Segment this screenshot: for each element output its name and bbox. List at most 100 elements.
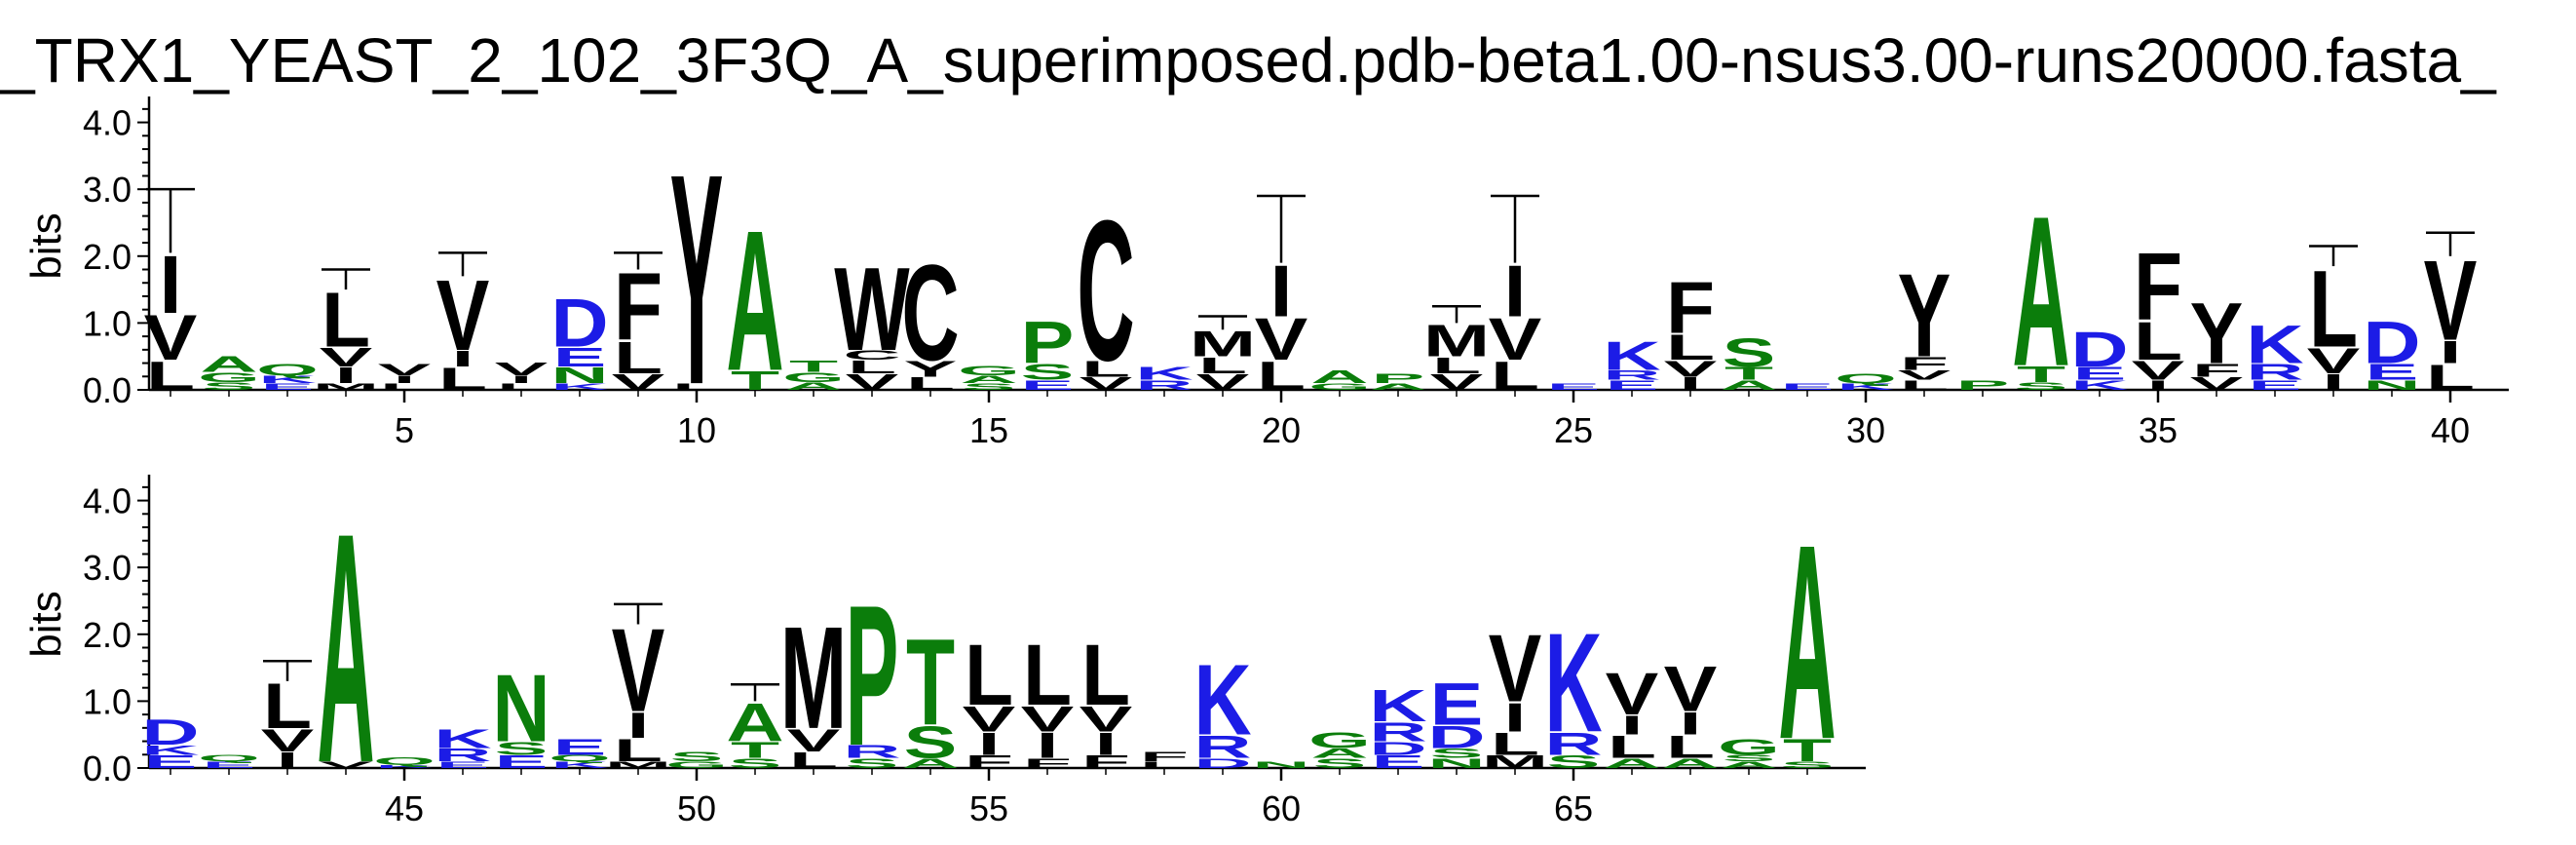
residue-V-letter: V [1080, 698, 1133, 739]
y-tick-label: 2.0 [83, 615, 132, 655]
residue-I-letter: I [277, 748, 299, 773]
residue-L-letter: L [1023, 628, 1072, 724]
residue-F-letter: F [2192, 360, 2241, 380]
residue-Y-letter: Y [1898, 250, 1951, 382]
letter-stack-22: AP [1369, 371, 1426, 392]
y-tick-label: 0.0 [83, 749, 132, 788]
residue-K-letter: K [550, 760, 608, 770]
letter-stack-42: EQ [198, 753, 260, 770]
residue-L-letter: L [1900, 378, 1949, 393]
residue-K-letter: K [1544, 603, 1602, 761]
letter-stack-58: LF [1140, 749, 1189, 770]
residue-L-letter: L [1081, 628, 1130, 724]
error-bar [731, 682, 779, 702]
y-tick-label: 1.0 [83, 303, 132, 343]
residue-A-letter: A [1661, 756, 1719, 771]
residue-S-letter: S [203, 380, 256, 392]
residue-S-letter: S [1021, 359, 1075, 384]
residue-L-letter: L [1432, 353, 1481, 378]
y-tick-label: 0.0 [83, 370, 132, 410]
residue-V-letter: V [1606, 662, 1659, 727]
residue-V-letter: V [144, 302, 198, 373]
letter-stack-25: E [1547, 382, 1601, 392]
residue-K-letter: K [434, 723, 491, 753]
residue-N-letter: N [1427, 756, 1485, 771]
residue-N-letter: N [2363, 378, 2420, 393]
residue-L-letter: L [789, 748, 838, 773]
letter-stack-24: LVI [1489, 194, 1541, 399]
residue-V-letter: V [1080, 373, 1133, 394]
letter-stack-33: STA [2012, 173, 2069, 411]
residue-T-letter: T [2017, 361, 2065, 386]
residue-A-letter: A [901, 756, 959, 771]
residue-D-letter: D [1427, 719, 1485, 755]
residue-V-letter: V [320, 760, 373, 770]
residue-A-letter: A [317, 464, 374, 830]
letter-stack-45: KQ [373, 755, 436, 769]
residue-K-letter: K [1135, 364, 1193, 384]
letter-stack-3: EKQ [256, 361, 319, 393]
residue-V-letter: V [2424, 238, 2478, 365]
chart-title: _TRX1_YEAST_2_102_3F3Q_A_superimposed.pd… [0, 25, 2497, 96]
letter-stack-16: ESP [1021, 311, 1075, 393]
residue-L-letter: L [1491, 726, 1539, 762]
error-bar [263, 659, 312, 681]
letter-stack-17: VLC [1077, 179, 1134, 403]
residue-E-letter: E [495, 751, 549, 772]
letter-stack-20: LVI [1255, 194, 1307, 399]
residue-N-letter: N [492, 656, 549, 763]
letter-stack-21: GA [1308, 366, 1371, 392]
residue-S-letter: S [1430, 746, 1484, 760]
residue-T-letter: T [1724, 364, 1773, 384]
residue-E-letter: E [553, 342, 607, 372]
letter-stack-6: LIV [436, 251, 489, 398]
residue-E-letter: E [203, 760, 256, 770]
residue-F-letter: F [614, 254, 663, 362]
residue-A-letter: A [2012, 173, 2069, 411]
residue-Q-letter: Q [549, 753, 611, 763]
letter-stack-43: IVL [261, 659, 315, 773]
x-tick-label: 20 [1262, 410, 1301, 450]
residue-L-letter: L [2309, 248, 2358, 370]
residue-I-letter: I [627, 705, 650, 746]
residue-P-letter: P [846, 564, 899, 788]
residue-S-letter: S [670, 749, 724, 764]
residue-L-letter: L [1666, 729, 1715, 765]
residue-V-letter: V [495, 359, 549, 379]
residue-V-letter: V [261, 723, 315, 759]
residue-D-letter: D [1369, 738, 1426, 758]
residue-A-letter: A [1603, 756, 1660, 771]
letter-stack-36: VFY [2190, 287, 2244, 394]
residue-K-letter: K [258, 373, 316, 385]
letter-stack-39: NED [2363, 311, 2420, 393]
residue-I-letter: I [1621, 711, 1644, 741]
residue-A-letter: A [726, 691, 783, 752]
residue-E-letter: E [2249, 378, 2302, 393]
residue-Y-letter: Y [670, 111, 724, 446]
residue-E-letter: E [553, 734, 607, 759]
residue-E-letter: E [1547, 382, 1601, 392]
residue-N-letter: N [550, 363, 608, 388]
residue-K-letter: K [1193, 644, 1251, 756]
letter-stack-37: ERK [2246, 313, 2304, 393]
residue-C-letter: C [1077, 179, 1134, 403]
residue-S-letter: S [729, 756, 782, 771]
y-tick-label: 3.0 [83, 548, 132, 588]
residue-R-letter: R [1135, 378, 1193, 393]
residue-M-letter: M [1423, 316, 1490, 366]
residue-M-letter: M [605, 760, 671, 770]
letter-stack-34: KED [2070, 321, 2128, 393]
residue-L-letter: L [438, 362, 487, 398]
error-bar [1491, 194, 1539, 263]
residue-K-letter: K [550, 382, 608, 392]
residue-S-letter: S [1547, 751, 1601, 772]
x-tick-label: 30 [1846, 410, 1885, 450]
error-bar [2426, 231, 2475, 256]
